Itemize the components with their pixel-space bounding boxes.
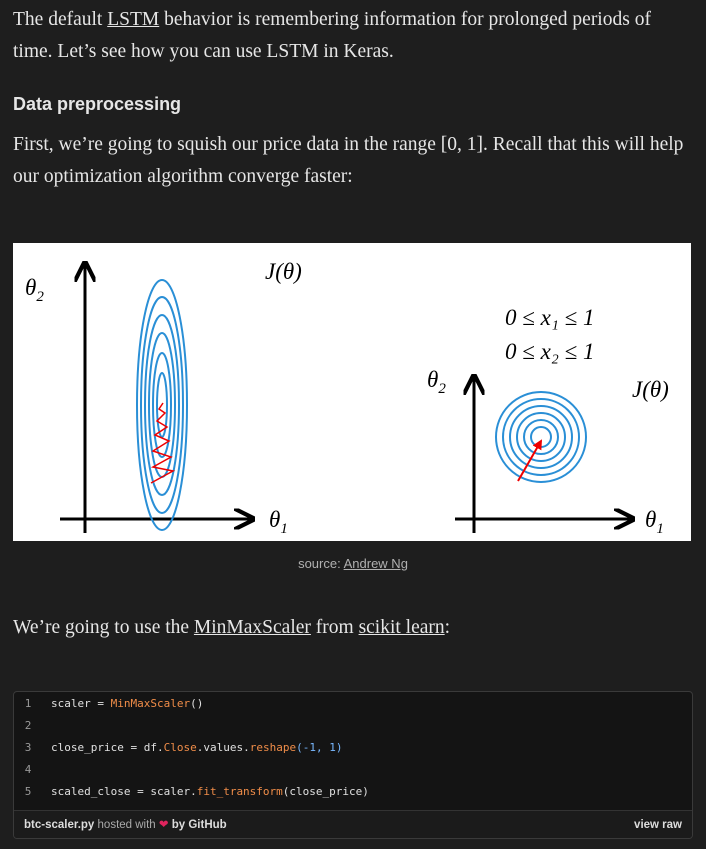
link[interactable]: scikit learn (358, 617, 445, 638)
code-token: scaled_close (51, 785, 138, 798)
code-line: 4 (14, 759, 692, 781)
code-token: (close_price) (282, 785, 369, 798)
code: close_price = df.Close.values.reshape(-1… (51, 737, 342, 759)
code-token: scaler (51, 697, 98, 710)
axis-label: J(θ) (632, 377, 669, 402)
text: : (444, 617, 451, 638)
link[interactable]: MinMaxScaler (193, 617, 311, 638)
paragraph: The default LSTM behavior is remembering… (13, 4, 693, 68)
figure-image: θ2 J(θ) θ1 0 ≤ x₁ ≤ 1 0 ≤ x₂ ≤ 1 θ2 J(θ)… (25, 259, 669, 537)
caption: source: Andrew Ng (0, 556, 706, 571)
paragraph: We’re going to use the MinMaxScaler from… (13, 612, 693, 644)
code-token: fit_transform (196, 785, 283, 798)
code-token: = (130, 741, 138, 754)
code-line: 1 scaler = MinMaxScaler() (14, 693, 692, 715)
code-token: Close (163, 741, 197, 754)
code-token: scaler. (143, 785, 197, 798)
code-token: df. (137, 741, 164, 754)
line-number: 4 (24, 763, 32, 776)
text: source: (298, 556, 344, 571)
paragraph: First, we’re going to squish our price d… (13, 134, 684, 187)
file-link[interactable]: btc-scaler.py (24, 819, 95, 831)
text: hosted with (94, 819, 159, 831)
heart-icon: ❤ (158, 819, 169, 831)
code-token: MinMaxScaler (103, 697, 191, 710)
link[interactable]: LSTM (107, 9, 160, 30)
axis-label: θ1 (645, 507, 664, 537)
figure: θ2 J(θ) θ1 0 ≤ x₁ ≤ 1 0 ≤ x₂ ≤ 1 θ2 J(θ)… (13, 243, 691, 541)
text: from (310, 617, 359, 638)
code-token: (-1, 1) (296, 741, 343, 754)
code: scaler = MinMaxScaler() (51, 693, 203, 715)
line-number: 3 (24, 741, 32, 754)
text: We’re going to use the (13, 617, 194, 638)
code: scaled_close = scaler.fit_transform(clos… (51, 781, 369, 803)
annotation: 0 ≤ x₂ ≤ 1 (505, 339, 594, 364)
code-token: () (190, 697, 204, 710)
code-line: 5 scaled_close = scaler.fit_transform(clo… (14, 781, 692, 803)
gist-footer: btc-scaler.py hosted with ❤ by GitHub vi… (14, 810, 692, 838)
code-line: 2 (14, 715, 692, 737)
code-token: = (137, 785, 144, 798)
code-token: = (97, 697, 104, 710)
code-line: 3 close_price = df.Close.values.reshape(-… (14, 737, 692, 759)
heading: Data preprocessing (13, 94, 182, 114)
code-token: reshape (249, 741, 297, 754)
code-token: .values. (196, 741, 250, 754)
line-number: 1 (24, 697, 32, 710)
gist: btc-scaler.py hosted with ❤ by GitHub vi… (13, 691, 693, 839)
link[interactable]: Andrew Ng (343, 556, 408, 571)
axis-label: θ1 (269, 507, 288, 537)
text: The default (13, 9, 108, 30)
text: behavior is remembering information for … (13, 9, 651, 62)
annotation: 0 ≤ x₁ ≤ 1 (505, 305, 594, 330)
line-number: 5 (24, 785, 32, 798)
line-number: 2 (24, 719, 32, 732)
github-link[interactable]: by GitHub (171, 819, 227, 831)
axis-label: θ2 (25, 275, 44, 305)
axis-label: J(θ) (265, 259, 302, 284)
code-token: close_price (51, 741, 131, 754)
axis-label: θ2 (427, 367, 446, 397)
view-raw-link[interactable]: view raw (634, 819, 682, 831)
